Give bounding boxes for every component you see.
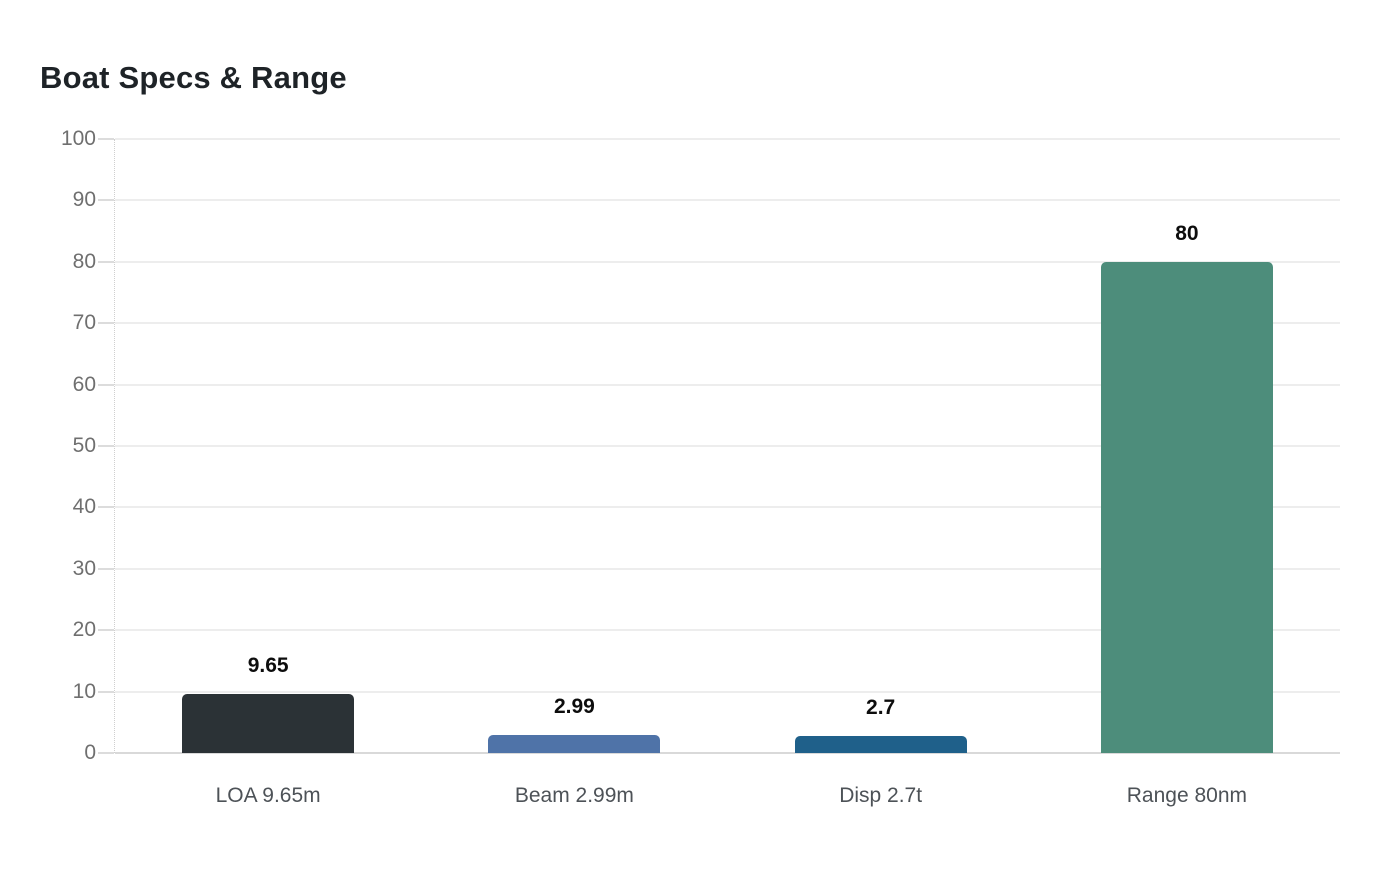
- x-axis-baseline: [115, 752, 1340, 754]
- bar-value-label: 2.99: [553, 694, 595, 718]
- y-axis-tick: [98, 506, 114, 509]
- y-axis-tick: [98, 690, 114, 693]
- y-axis-tick-label: 10: [72, 679, 96, 703]
- y-axis-tick: [98, 752, 114, 754]
- y-axis-tick-label: 0: [84, 741, 96, 764]
- y-axis-tick: [98, 199, 114, 202]
- y-axis-line: [114, 139, 115, 753]
- gridline: [115, 629, 1340, 632]
- bar-value-label: 9.65: [247, 653, 289, 677]
- gridline: [115, 445, 1340, 447]
- bar-disp: [794, 736, 967, 753]
- x-axis-category-label: Range 80nm: [1126, 784, 1247, 807]
- gridline: [115, 199, 1340, 202]
- y-axis-tick: [98, 383, 114, 386]
- y-axis-tick-label: 90: [72, 188, 96, 212]
- gridline: [115, 567, 1340, 570]
- gridline: [115, 138, 1340, 140]
- x-axis-category-label: Beam 2.99m: [514, 784, 634, 807]
- y-axis-tick: [98, 567, 114, 570]
- y-axis-tick: [98, 260, 114, 263]
- y-axis-tick-label: 30: [72, 556, 96, 580]
- y-axis-tick: [98, 322, 114, 325]
- x-axis-category-label: LOA 9.65m: [215, 784, 321, 807]
- y-axis-tick-label: 40: [72, 495, 96, 519]
- y-axis-tick-label: 50: [72, 434, 96, 457]
- x-axis-category-label: Disp 2.7t: [839, 784, 923, 807]
- bar-beam: [488, 734, 661, 753]
- y-axis-tick-label: 80: [72, 249, 96, 273]
- y-axis-tick: [98, 629, 114, 632]
- bar-value-label: 2.7: [866, 696, 896, 720]
- chart-title: Boat Specs & Range: [40, 60, 347, 95]
- bar-value-label: 80: [1175, 221, 1199, 245]
- gridline: [115, 690, 1340, 693]
- bar-loa: [182, 693, 355, 753]
- y-axis-tick-label: 70: [72, 311, 96, 335]
- y-axis-tick: [98, 445, 114, 447]
- gridline: [115, 506, 1340, 509]
- bar-range: [1100, 261, 1273, 753]
- y-axis-tick-label: 100: [60, 127, 96, 150]
- y-axis-tick-label: 20: [72, 618, 96, 642]
- gridline: [115, 322, 1340, 325]
- y-axis-tick: [98, 138, 114, 140]
- gridline: [115, 383, 1340, 386]
- gridline: [115, 260, 1340, 263]
- y-axis-tick-label: 60: [72, 372, 96, 396]
